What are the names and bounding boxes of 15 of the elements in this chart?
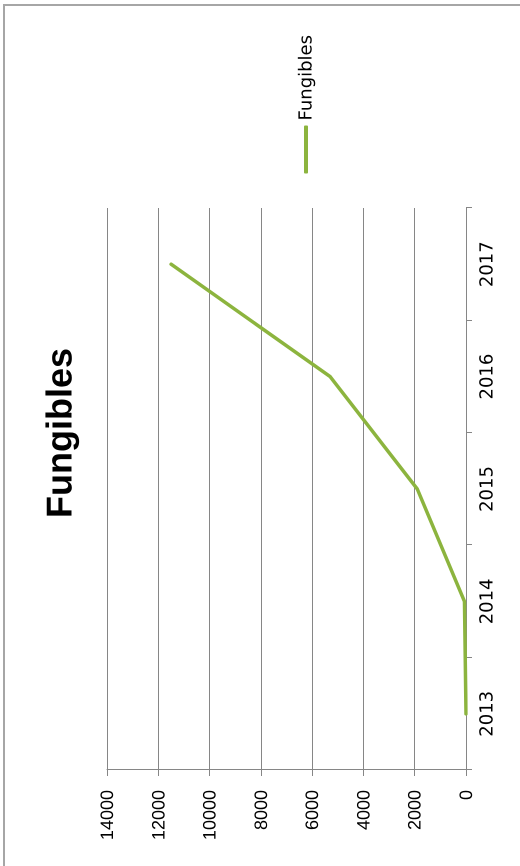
text: Fungibles xyxy=(38,348,80,518)
x-tick-label: 0 xyxy=(456,790,476,800)
text: Fungibles xyxy=(296,34,316,120)
x-tick-label: 14000 xyxy=(97,790,117,840)
y-tick-label: 2014 xyxy=(476,578,498,624)
y-tick-label: 2015 xyxy=(476,466,498,512)
x-tick-label: 10000 xyxy=(200,790,220,840)
x-tick-label: 8000 xyxy=(250,790,271,830)
x-tick-label: 6000 xyxy=(302,790,322,830)
y-tick-label: 2016 xyxy=(476,354,498,400)
x-tick-label: 4000 xyxy=(353,790,374,830)
x-tick-label: 2000 xyxy=(404,790,425,830)
y-tick-label: 2013 xyxy=(476,690,498,737)
x-tick-label: 12000 xyxy=(148,790,168,840)
y-tick-label: 2017 xyxy=(476,241,498,288)
